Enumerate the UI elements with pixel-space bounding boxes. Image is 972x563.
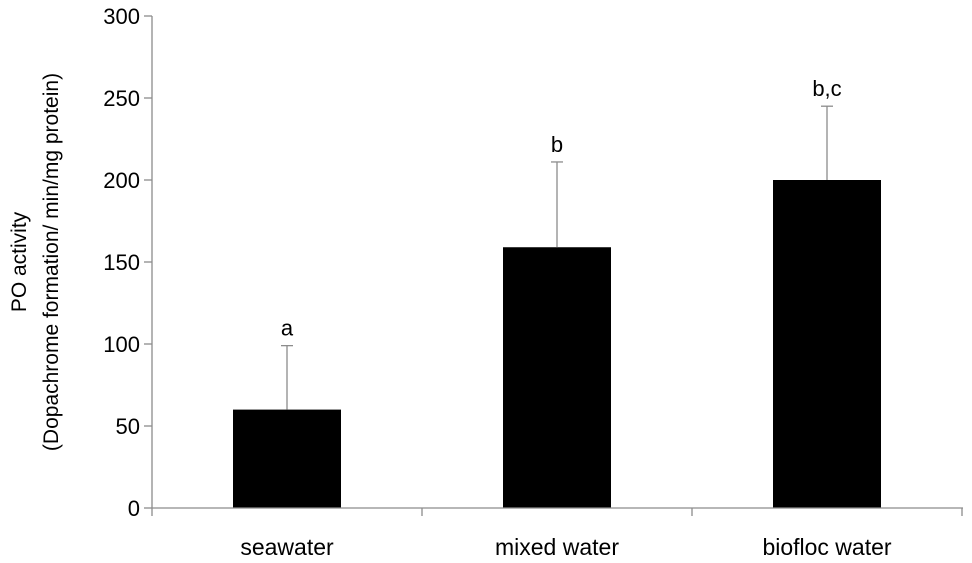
- y-tick-label: 300: [103, 4, 140, 29]
- y-axis-title-line-2: (Dopachrome formation/ min/mg protein): [40, 73, 63, 451]
- y-tick-label: 150: [103, 250, 140, 275]
- significance-label: a: [281, 316, 294, 341]
- bar: [503, 247, 611, 509]
- y-tick-label: 200: [103, 168, 140, 193]
- error-bars: [281, 105, 833, 410]
- y-tick-label: 250: [103, 86, 140, 111]
- significance-label: b,c: [812, 76, 841, 101]
- significance-labels: a b b,c: [281, 76, 842, 340]
- bar-series: [233, 180, 881, 509]
- y-tick-label: 50: [116, 414, 140, 439]
- significance-label: b: [551, 132, 563, 157]
- x-category-label: seawater: [240, 534, 334, 560]
- x-category-label: mixed water: [495, 534, 619, 560]
- y-axis-title-line-1: PO activity: [8, 211, 31, 312]
- x-axis-labels: seawater mixed water biofloc water: [151, 508, 963, 560]
- x-category-label: biofloc water: [762, 534, 891, 560]
- y-axis-ticks: 0 50 100 150 200 250 300: [103, 4, 152, 521]
- y-tick-label: 0: [128, 496, 140, 521]
- y-axis-title: PO activity (Dopachrome formation/ min/m…: [8, 73, 63, 451]
- y-tick-label: 100: [103, 332, 140, 357]
- bar: [233, 409, 341, 508]
- bar: [773, 180, 881, 508]
